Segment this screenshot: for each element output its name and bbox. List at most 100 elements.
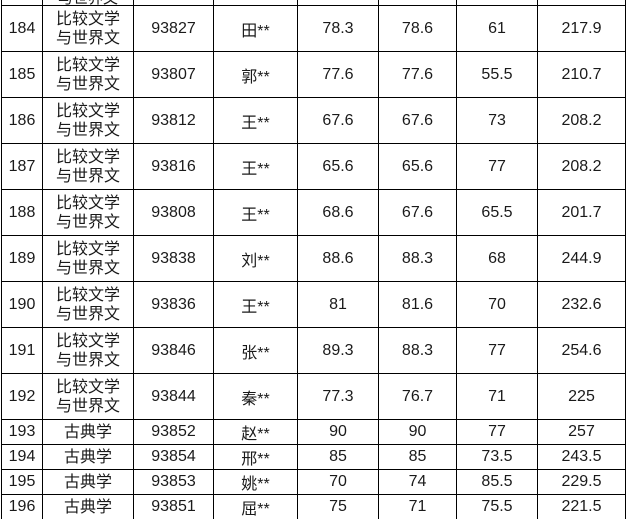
cell-name: 赵** (213, 419, 298, 445)
cell-seq: 193 (1, 419, 43, 445)
table-row: 184 比较文学与世界文 93827 田** 78.3 78.6 61 217.… (1, 5, 626, 52)
cell-score-1: 88.6 (297, 235, 379, 282)
cell-score-2: 76.7 (378, 373, 457, 420)
cell-score-2: 77.6 (378, 51, 457, 98)
major-text: 古典学 (63, 423, 112, 441)
cell-score-1: 65.6 (297, 143, 379, 190)
cell-name: 田** (213, 5, 298, 52)
table-row: 188 比较文学与世界文 93808 王** 68.6 67.6 65.5 20… (1, 189, 626, 236)
major-text: 比较文学与世界文 (55, 102, 120, 139)
cell-candidate-id: 93851 (133, 494, 214, 519)
cell-seq: 196 (1, 494, 43, 519)
cell-total: 217.9 (537, 5, 626, 52)
cell-score-3: 85.5 (456, 469, 538, 495)
cell-score-1: 77.6 (297, 51, 379, 98)
cell-candidate-id: 93852 (133, 419, 214, 445)
cell-major: 古典学 (42, 494, 134, 519)
cell-candidate-id: 93853 (133, 469, 214, 495)
cell-name: 张** (213, 327, 298, 374)
cell-seq: 186 (1, 97, 43, 144)
cell-seq: 189 (1, 235, 43, 282)
cell-score-3: 73.5 (456, 444, 538, 470)
cell-major: 比较文学与世界文 (42, 235, 134, 282)
cell-score-1: 68.6 (297, 189, 379, 236)
cell-major: 比较文学与世界文 (42, 51, 134, 98)
cell-candidate-id: 93812 (133, 97, 214, 144)
cell-total: 221.5 (537, 494, 626, 519)
cell-total: 232.6 (537, 281, 626, 328)
cell-major: 比较文学与世界文 (42, 189, 134, 236)
cell-total: 229.5 (537, 469, 626, 495)
cell-major: 与世界文 (42, 0, 134, 6)
cell-seq: 190 (1, 281, 43, 328)
cell-score-3: 75.5 (456, 494, 538, 519)
cell-seq: 195 (1, 469, 43, 495)
cell-score-2: 88.3 (378, 235, 457, 282)
cell-name: 刘** (213, 235, 298, 282)
cell-score-1: 67.6 (297, 97, 379, 144)
cell-score-1: 70 (297, 469, 379, 495)
cell-score-2: 81.6 (378, 281, 457, 328)
cell-score-2: 65.6 (378, 143, 457, 190)
cell-name: 王** (213, 143, 298, 190)
cell-score-2: 71 (378, 494, 457, 519)
cell-major: 比较文学与世界文 (42, 5, 134, 52)
cell-candidate-id: 93836 (133, 281, 214, 328)
cell-major: 古典学 (42, 444, 134, 470)
cell-name: 王** (213, 281, 298, 328)
cell-total: 208.2 (537, 97, 626, 144)
cell-name: 王** (213, 189, 298, 236)
table-row: 190 比较文学与世界文 93836 王** 81 81.6 70 232.6 (1, 281, 626, 328)
cell-score-3: 68 (456, 235, 538, 282)
cell-candidate-id: 93844 (133, 373, 214, 420)
cell-seq: 188 (1, 189, 43, 236)
cell-major: 古典学 (42, 469, 134, 495)
cell-candidate-id: 93854 (133, 444, 214, 470)
cell-score-2: 67.6 (378, 97, 457, 144)
cell-score-1: 78.3 (297, 5, 379, 52)
table-row: 196 古典学 93851 屈** 75 71 75.5 221.5 (1, 494, 626, 519)
cell-candidate-id: 93816 (133, 143, 214, 190)
cell-candidate-id: 93808 (133, 189, 214, 236)
cell-total: 225 (537, 373, 626, 420)
table-row: 192 比较文学与世界文 93844 秦** 77.3 76.7 71 225 (1, 373, 626, 420)
table-row: 193 古典学 93852 赵** 90 90 77 257 (1, 419, 626, 445)
cell-name: 邢** (213, 444, 298, 470)
cell-score-2: 78.6 (378, 5, 457, 52)
cell-score-2: 67.6 (378, 189, 457, 236)
cell-seq: 191 (1, 327, 43, 374)
cell-total: 208.2 (537, 143, 626, 190)
table-row: 185 比较文学与世界文 93807 郭** 77.6 77.6 55.5 21… (1, 51, 626, 98)
cell-score-3: 77 (456, 419, 538, 445)
cell-candidate-id: 93846 (133, 327, 214, 374)
cell-score-3: 61 (456, 5, 538, 52)
cell-score-1: 85 (297, 444, 379, 470)
cell-seq: 194 (1, 444, 43, 470)
cell-major: 比较文学与世界文 (42, 373, 134, 420)
cell-name: 郭** (213, 51, 298, 98)
cell-total: 210.7 (537, 51, 626, 98)
cell-seq: 185 (1, 51, 43, 98)
cell-name: 王** (213, 97, 298, 144)
cell-seq: 192 (1, 373, 43, 420)
cell-total: 244.9 (537, 235, 626, 282)
cell-major: 比较文学与世界文 (42, 281, 134, 328)
major-text: 比较文学与世界文 (55, 332, 120, 369)
table-row: 195 古典学 93853 姚** 70 74 85.5 229.5 (1, 469, 626, 495)
cell-major: 比较文学与世界文 (42, 327, 134, 374)
cell-score-3: 73 (456, 97, 538, 144)
cell-total: 257 (537, 419, 626, 445)
major-text: 比较文学与世界文 (55, 56, 120, 93)
cell-score-1: 75 (297, 494, 379, 519)
clipped-major-text: 与世界文 (44, 0, 133, 5)
cell-score-1: 90 (297, 419, 379, 445)
cell-major: 古典学 (42, 419, 134, 445)
cell-score-3: 77 (456, 143, 538, 190)
cell-score-2: 90 (378, 419, 457, 445)
table-row: 187 比较文学与世界文 93816 王** 65.6 65.6 77 208.… (1, 143, 626, 190)
table-row: 189 比较文学与世界文 93838 刘** 88.6 88.3 68 244.… (1, 235, 626, 282)
major-text: 古典学 (63, 448, 112, 466)
cell-major: 比较文学与世界文 (42, 143, 134, 190)
cell-score-3: 70 (456, 281, 538, 328)
